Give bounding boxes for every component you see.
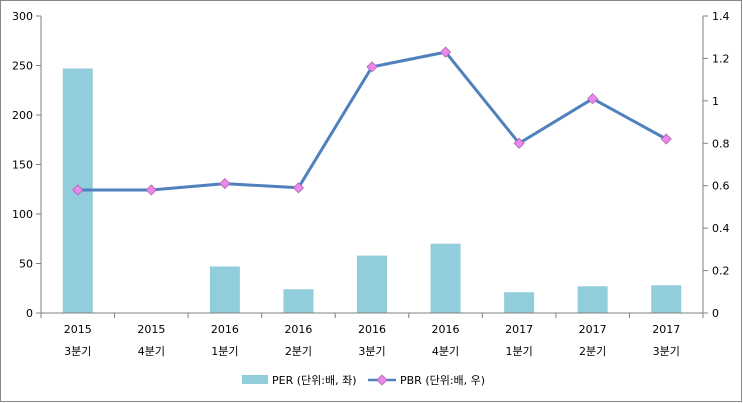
left-tick-label: 200 bbox=[12, 109, 33, 122]
left-tick-label: 300 bbox=[12, 10, 33, 23]
x-tick-label-year: 2017 bbox=[579, 323, 607, 336]
per-bar bbox=[651, 285, 682, 313]
x-tick-label-quarter: 3분기 bbox=[358, 345, 385, 358]
left-tick-label: 250 bbox=[12, 60, 33, 73]
pbr-point bbox=[219, 178, 231, 190]
x-tick-label-quarter: 3분기 bbox=[64, 345, 91, 358]
right-tick-label: 1.4 bbox=[712, 10, 730, 23]
right-tick-label: 0.4 bbox=[712, 222, 730, 235]
left-tick-label: 150 bbox=[12, 159, 33, 172]
per-bar bbox=[504, 292, 535, 313]
right-tick-label: 0.6 bbox=[712, 180, 730, 193]
left-tick-label: 50 bbox=[19, 258, 33, 271]
pbr-point bbox=[660, 133, 672, 145]
tick-labels: 0 50 100 150 200 250 300 0 0.2 0.4 0.6 0.8 1 1.2 1.4 20… bbox=[12, 10, 730, 358]
pbr-point bbox=[72, 184, 84, 196]
per-bar bbox=[283, 289, 314, 313]
pbr-point bbox=[292, 182, 305, 194]
right-tick-label: 0.8 bbox=[712, 137, 730, 150]
x-tick-label-quarter: 1분기 bbox=[505, 345, 532, 358]
x-tick-label-year: 2015 bbox=[64, 323, 92, 336]
x-tick-label-quarter: 3분기 bbox=[653, 345, 680, 358]
per-bars bbox=[62, 68, 682, 313]
per-bar bbox=[357, 255, 387, 313]
x-tick-label-quarter: 4분기 bbox=[138, 345, 165, 358]
legend-per-label: PER (단위:배, 좌) bbox=[272, 374, 357, 387]
x-tick-label-year: 2017 bbox=[652, 323, 680, 336]
x-tick-label-year: 2016 bbox=[211, 323, 239, 336]
x-tick-label-year: 2016 bbox=[432, 323, 460, 336]
legend-per-swatch bbox=[242, 375, 268, 384]
legend-pbr-label: PBR (단위:배, 우) bbox=[400, 374, 485, 387]
pbr-point bbox=[439, 46, 452, 58]
pbr-point bbox=[145, 184, 157, 196]
x-tick-label-year: 2017 bbox=[505, 323, 533, 336]
pbr-point bbox=[513, 137, 525, 149]
per-bar bbox=[430, 243, 461, 313]
x-tick-label-year: 2016 bbox=[284, 323, 312, 336]
right-tick-label: 1.2 bbox=[712, 52, 730, 65]
x-tick-label-year: 2016 bbox=[358, 323, 386, 336]
x-tick-label-quarter: 2분기 bbox=[579, 345, 606, 358]
pbr-point bbox=[587, 93, 599, 105]
right-tick-label: 1 bbox=[712, 95, 719, 108]
right-tick-label: 0.2 bbox=[712, 265, 730, 278]
right-tick-label: 0 bbox=[712, 307, 719, 320]
pbr-line bbox=[72, 46, 672, 196]
left-tick-label: 100 bbox=[12, 208, 33, 221]
axes bbox=[36, 15, 708, 318]
legend-pbr-marker bbox=[376, 374, 388, 386]
pbr-point bbox=[366, 61, 378, 73]
per-bar bbox=[577, 286, 608, 313]
x-tick-label-quarter: 2분기 bbox=[285, 345, 312, 358]
left-tick-label: 0 bbox=[26, 307, 33, 320]
x-tick-label-year: 2015 bbox=[137, 323, 165, 336]
legend: PER (단위:배, 좌) PBR (단위:배, 우) bbox=[242, 374, 485, 387]
per-bar bbox=[209, 266, 240, 313]
x-tick-label-quarter: 1분기 bbox=[211, 345, 238, 358]
x-tick-label-quarter: 4분기 bbox=[432, 345, 459, 358]
